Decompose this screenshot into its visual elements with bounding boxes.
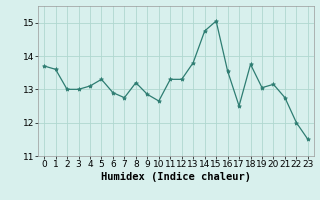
X-axis label: Humidex (Indice chaleur): Humidex (Indice chaleur) bbox=[101, 172, 251, 182]
